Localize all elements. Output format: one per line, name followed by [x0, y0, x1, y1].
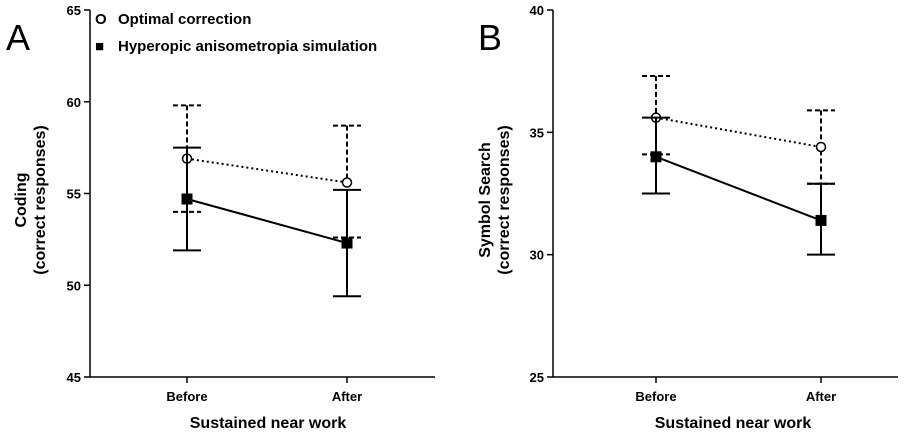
- panel-a-ylabel-line2: (correct responses): [32, 125, 49, 274]
- panel-a-optimal-line: [186, 157, 348, 184]
- panel-a-xtick-label: After: [332, 389, 362, 404]
- panel-b-xlabel: Sustained near work: [655, 415, 812, 432]
- panel-a-hyperopic-point: [181, 193, 193, 205]
- panel-b-ytick-label: 40: [530, 3, 544, 18]
- panel-a-hyperopic-line: [186, 198, 348, 245]
- panel-a-plot: 45 50 55 60 65 Before After: [67, 3, 435, 404]
- panel-b-hyperopic-point: [650, 151, 662, 163]
- panel-b-xtick-label: Before: [635, 389, 676, 404]
- panel-b-letter: B: [478, 17, 502, 58]
- panel-b-hyperopic-point: [815, 214, 827, 226]
- panel-a-hyperopic-point: [341, 237, 353, 249]
- panel-a-optimal-point: [341, 177, 353, 188]
- panel-b-ylabel-line2: (correct responses): [496, 125, 513, 274]
- legend: O Optimal correction ■ Hyperopic anisome…: [95, 11, 377, 55]
- panel-b-ytick-label: 25: [530, 370, 544, 385]
- legend-hyperopic-symbol: ■: [95, 38, 104, 55]
- panel-b-ytick-label: 30: [530, 248, 544, 263]
- panel-a-xlabel: Sustained near work: [190, 415, 347, 432]
- legend-optimal-symbol: O: [95, 11, 107, 28]
- panel-a-ytick-label: 65: [67, 3, 81, 18]
- panel-a-ytick-label: 60: [67, 95, 81, 110]
- panel-a-ytick-label: 45: [67, 370, 81, 385]
- panel-b-xtick-label: After: [806, 389, 836, 404]
- legend-hyperopic-label: Hyperopic anisometropia simulation: [118, 38, 377, 55]
- panel-b-optimal-point: [815, 141, 827, 153]
- panel-a-ytick-label: 50: [67, 278, 81, 293]
- panel-a-xtick-label: Before: [166, 389, 207, 404]
- panel-b-ytick-label: 35: [530, 125, 544, 140]
- panel-a-letter: A: [6, 17, 30, 58]
- panel-a-ytick-label: 55: [67, 187, 81, 202]
- legend-optimal-label: Optimal correction: [118, 11, 251, 28]
- panel-a-ylabel-line1: Coding: [13, 172, 30, 227]
- panel-b-hyperopic-line: [655, 155, 822, 222]
- panel-b-plot: 25 30 35 40 Before After: [530, 3, 898, 404]
- panel-b-ylabel-line1: Symbol Search: [477, 142, 494, 258]
